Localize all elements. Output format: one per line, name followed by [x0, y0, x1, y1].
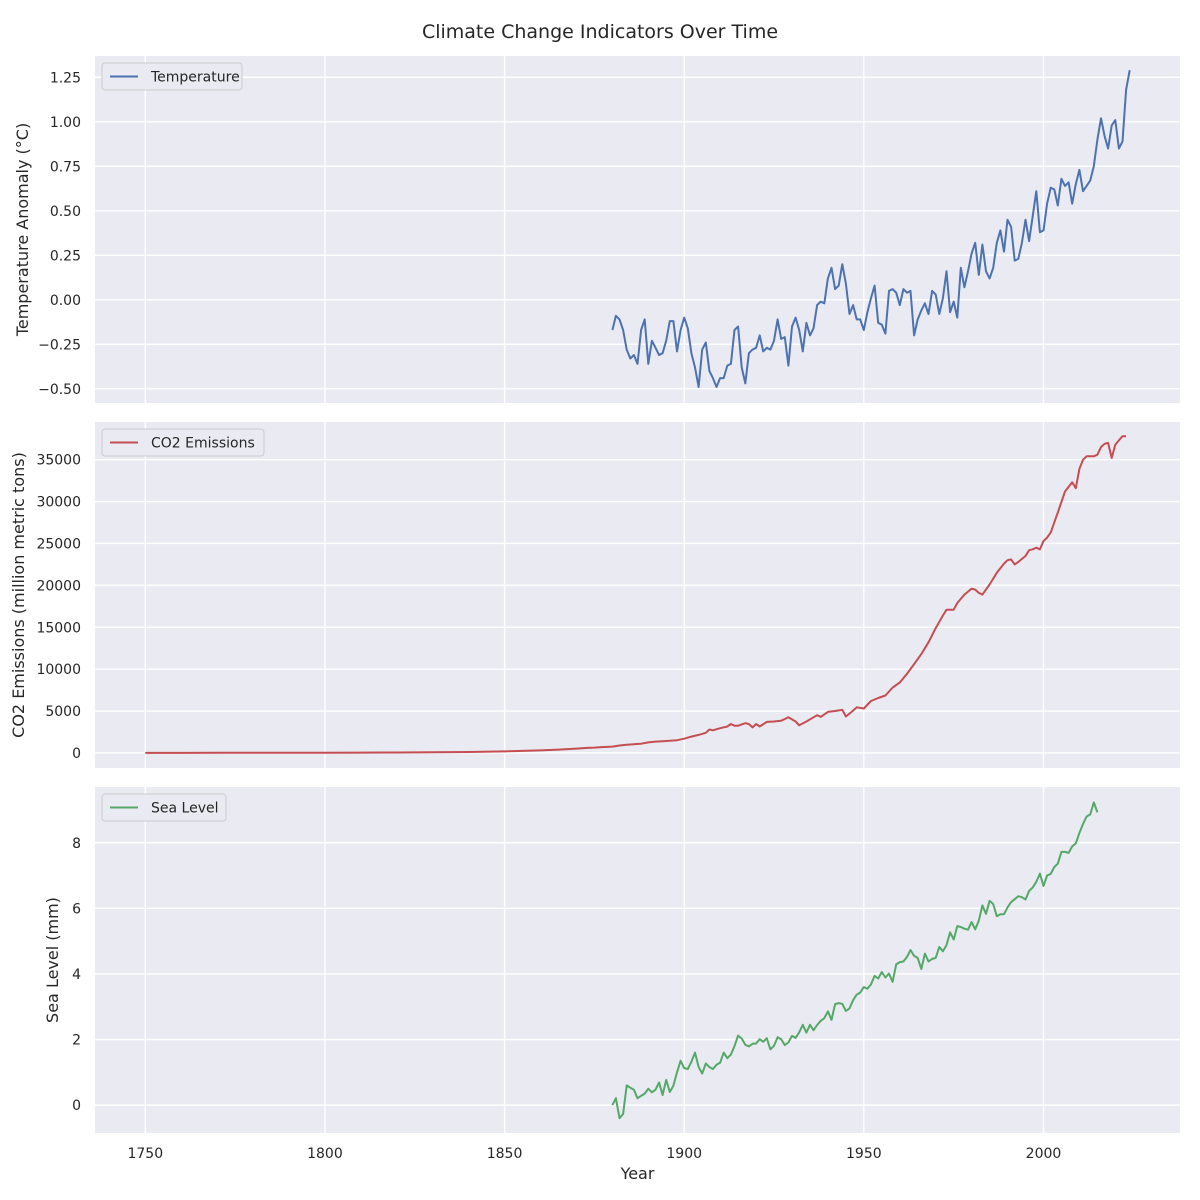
sea-level-y-axis-label: Sea Level (mm): [43, 897, 62, 1023]
co2-series-line: [145, 435, 1127, 754]
sea-level-legend-box: [101, 793, 227, 822]
sea-level-y-tick-label: 4: [72, 967, 81, 983]
co2-y-tick-label: 10000: [36, 662, 81, 678]
x-tick-label: 1800: [307, 1146, 343, 1162]
co2-y-tick-label: 35000: [36, 453, 81, 469]
sea-level-panel: 0 2 4 6 8 1750 1800 1850 1900 1950 2000 Sea Level (…: [43, 787, 1180, 1162]
figure-title: Climate Change Indicators Over Time: [422, 21, 778, 43]
sea-level-y-tick-label: 6: [72, 901, 81, 917]
co2-emissions-panel: 0 5000 10000 15000 20000 25000 30000 35000 CO2 E…: [9, 422, 1180, 768]
temperature-y-axis-label: Temperature Anomaly (°C): [13, 123, 32, 337]
temperature-y-tick-label: 0.00: [50, 293, 81, 309]
sea-level-y-tick-label: 0: [72, 1098, 81, 1114]
temperature-panel: −0.50 −0.25 0.00 0.25 0.50 0.75 1.00 1.25 Temper…: [13, 56, 1180, 403]
x-tick-label: 2000: [1026, 1146, 1062, 1162]
co2-plot-area: [95, 422, 1180, 768]
co2-y-tick-label: 5000: [45, 704, 81, 720]
co2-y-tick-label: 15000: [36, 620, 81, 636]
x-axis-label: Year: [620, 1164, 655, 1183]
sea-level-y-tick-label: 2: [72, 1033, 81, 1049]
temperature-series-line: [611, 70, 1131, 388]
co2-y-tick-label: 0: [72, 746, 81, 762]
co2-legend-box: [101, 428, 265, 457]
co2-legend-label: CO2 Emissions: [151, 436, 255, 452]
sea-level-y-tick-label: 8: [72, 836, 81, 852]
temperature-y-tick-label: 0.25: [50, 248, 81, 264]
co2-y-tick-label: 30000: [36, 495, 81, 511]
temperature-plot-area: [95, 56, 1180, 403]
temperature-y-tick-label: −0.50: [38, 382, 81, 398]
sea-level-plot-area: [95, 787, 1180, 1133]
temperature-y-tick-label: 0.75: [50, 159, 81, 175]
co2-y-tick-label: 25000: [36, 536, 81, 552]
temperature-y-tick-label: 0.50: [50, 204, 81, 220]
sea-level-series-line: [611, 801, 1099, 1120]
sea-level-legend-label: Sea Level: [151, 801, 218, 817]
co2-y-tick-label: 20000: [36, 578, 81, 594]
x-tick-label: 1750: [127, 1146, 163, 1162]
x-tick-label: 1950: [846, 1146, 882, 1162]
temperature-legend-box: [101, 62, 243, 91]
temperature-y-tick-label: 1.00: [50, 115, 81, 131]
x-tick-label: 1850: [487, 1146, 523, 1162]
temperature-y-tick-label: −0.25: [38, 337, 81, 353]
x-tick-label: 1900: [666, 1146, 702, 1162]
co2-y-axis-label: CO2 Emissions (million metric tons): [9, 452, 28, 738]
temperature-legend-label: Temperature: [150, 70, 240, 86]
temperature-y-tick-label: 1.25: [50, 70, 81, 86]
